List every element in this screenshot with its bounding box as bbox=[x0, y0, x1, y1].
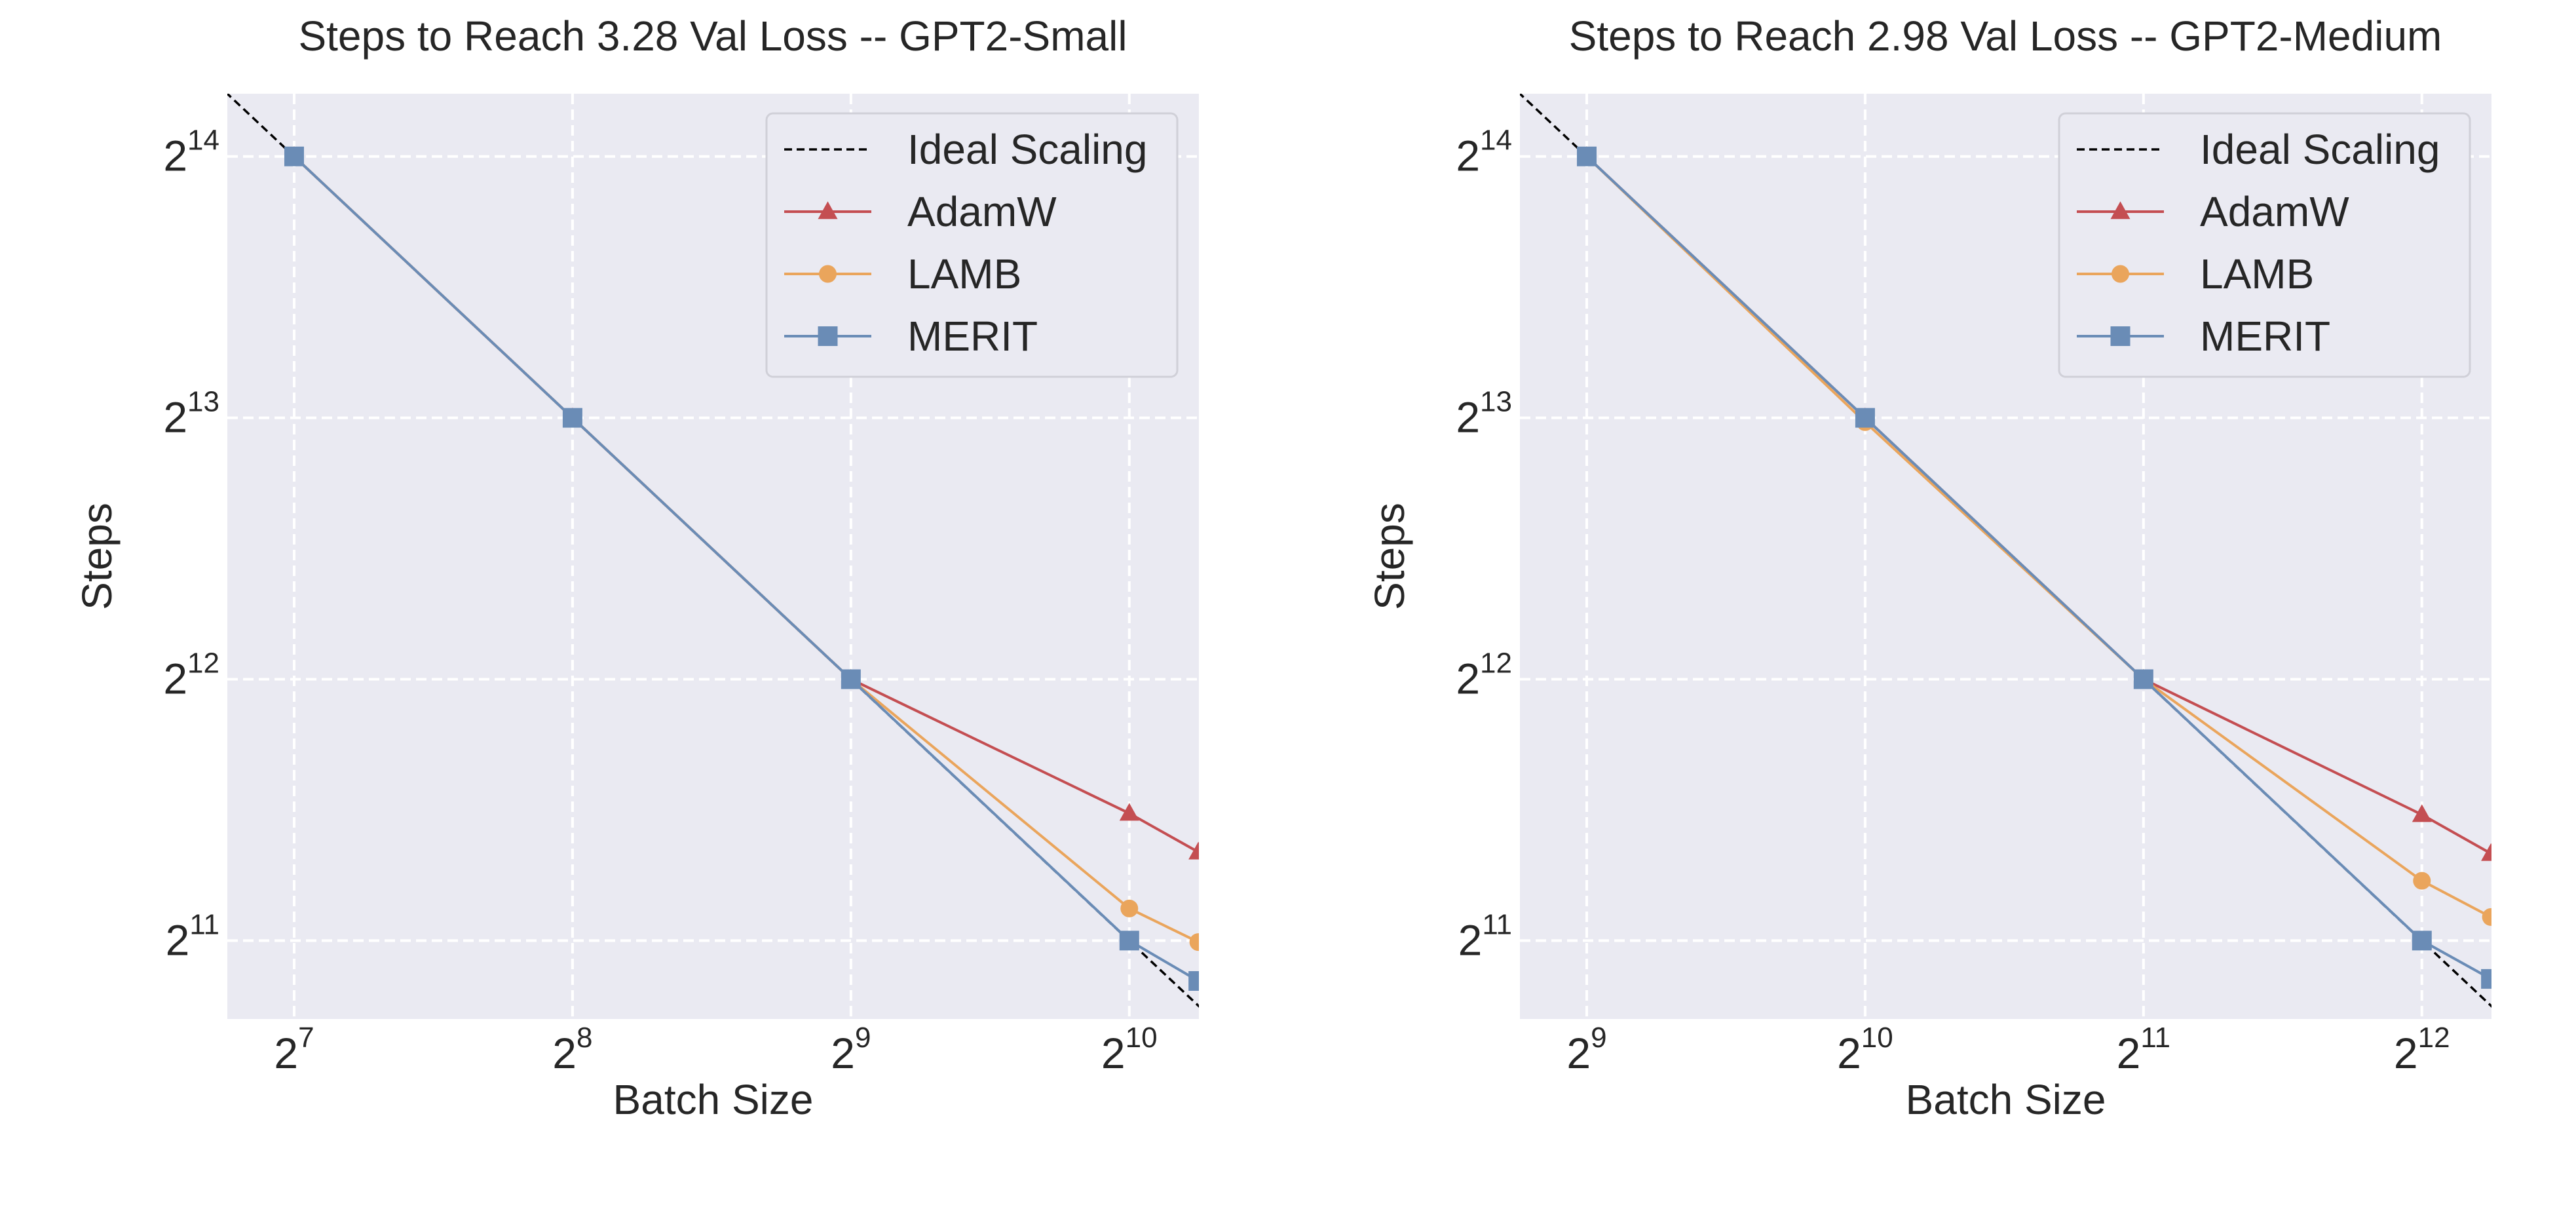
chart-panel-1: Steps to Reach 3.28 Val Loss -- GPT2-Sma… bbox=[73, 12, 1199, 1123]
data-point-lamb bbox=[2482, 908, 2491, 926]
chart-title: Steps to Reach 2.98 Val Loss -- GPT2-Med… bbox=[1569, 12, 2442, 60]
y-tick-label: 213 bbox=[163, 386, 219, 442]
legend-label-adamw: AdamW bbox=[907, 188, 1057, 235]
x-tick-label: 210 bbox=[1101, 1022, 1158, 1077]
data-layer bbox=[227, 94, 1199, 1008]
legend-marker-lamb bbox=[2112, 265, 2129, 283]
legend-label-merit: MERIT bbox=[907, 313, 1038, 360]
legend-label-adamw: AdamW bbox=[2200, 188, 2349, 235]
data-point-merit bbox=[1576, 146, 1597, 166]
y-tick-label: 213 bbox=[1456, 386, 1512, 442]
x-tick-label: 211 bbox=[2117, 1022, 2170, 1077]
data-point-merit bbox=[2133, 669, 2153, 689]
x-tick-label: 27 bbox=[274, 1022, 314, 1077]
legend-label-ideal-scaling: Ideal Scaling bbox=[2200, 126, 2440, 173]
data-layer bbox=[1520, 94, 2491, 1008]
chart-panel-2: Steps to Reach 2.98 Val Loss -- GPT2-Med… bbox=[1366, 12, 2491, 1123]
y-axis-label: Steps bbox=[1366, 503, 1413, 610]
legend-marker-adamw bbox=[818, 201, 838, 220]
legend-marker-merit bbox=[818, 326, 838, 346]
data-point-merit bbox=[1855, 408, 1875, 428]
y-tick-label: 214 bbox=[1456, 125, 1512, 180]
data-point-merit bbox=[841, 669, 861, 689]
x-tick-label: 28 bbox=[552, 1022, 592, 1077]
data-point-adamw bbox=[1119, 803, 1139, 821]
legend: Ideal Scaling AdamW LAMB MERIT bbox=[2058, 112, 2471, 378]
legend-marker-lamb bbox=[819, 265, 837, 283]
legend-label-lamb: LAMB bbox=[2200, 250, 2314, 298]
legend-marker-merit bbox=[2110, 326, 2131, 346]
legend-label-ideal-scaling: Ideal Scaling bbox=[907, 126, 1147, 173]
y-tick-label: 211 bbox=[1458, 908, 1512, 964]
chart-title: Steps to Reach 3.28 Val Loss -- GPT2-Sma… bbox=[298, 12, 1127, 60]
legend-label-merit: MERIT bbox=[2200, 313, 2330, 360]
data-point-adamw bbox=[1188, 841, 1199, 860]
data-point-adamw bbox=[2481, 843, 2491, 861]
x-tick-label: 212 bbox=[2394, 1022, 2450, 1077]
data-point-merit bbox=[2481, 969, 2491, 989]
legend-marker-adamw bbox=[2110, 201, 2131, 220]
legend-label-lamb: LAMB bbox=[907, 250, 1021, 298]
data-point-lamb bbox=[2413, 872, 2431, 890]
legend: Ideal Scaling AdamW LAMB MERIT bbox=[765, 112, 1179, 378]
y-tick-label: 212 bbox=[163, 647, 219, 702]
data-point-merit bbox=[562, 408, 582, 428]
data-point-merit bbox=[1188, 971, 1199, 991]
x-tick-label: 29 bbox=[831, 1022, 871, 1077]
data-point-merit bbox=[2412, 931, 2432, 951]
x-tick-label: 210 bbox=[1837, 1022, 1893, 1077]
x-tick-label: 29 bbox=[1566, 1022, 1606, 1077]
y-tick-label: 214 bbox=[163, 125, 219, 180]
y-axis-label: Steps bbox=[73, 503, 121, 610]
data-point-lamb bbox=[1120, 899, 1139, 917]
data-point-merit bbox=[284, 146, 304, 166]
legend-box bbox=[765, 112, 1179, 378]
x-axis-label: Batch Size bbox=[1906, 1076, 2106, 1123]
y-tick-label: 212 bbox=[1456, 647, 1512, 702]
data-point-merit bbox=[1119, 931, 1139, 951]
data-point-adamw bbox=[2412, 804, 2432, 822]
y-tick-label: 211 bbox=[166, 908, 219, 964]
legend-box bbox=[2058, 112, 2471, 378]
x-axis-label: Batch Size bbox=[613, 1076, 814, 1123]
data-point-lamb bbox=[1189, 933, 1199, 952]
